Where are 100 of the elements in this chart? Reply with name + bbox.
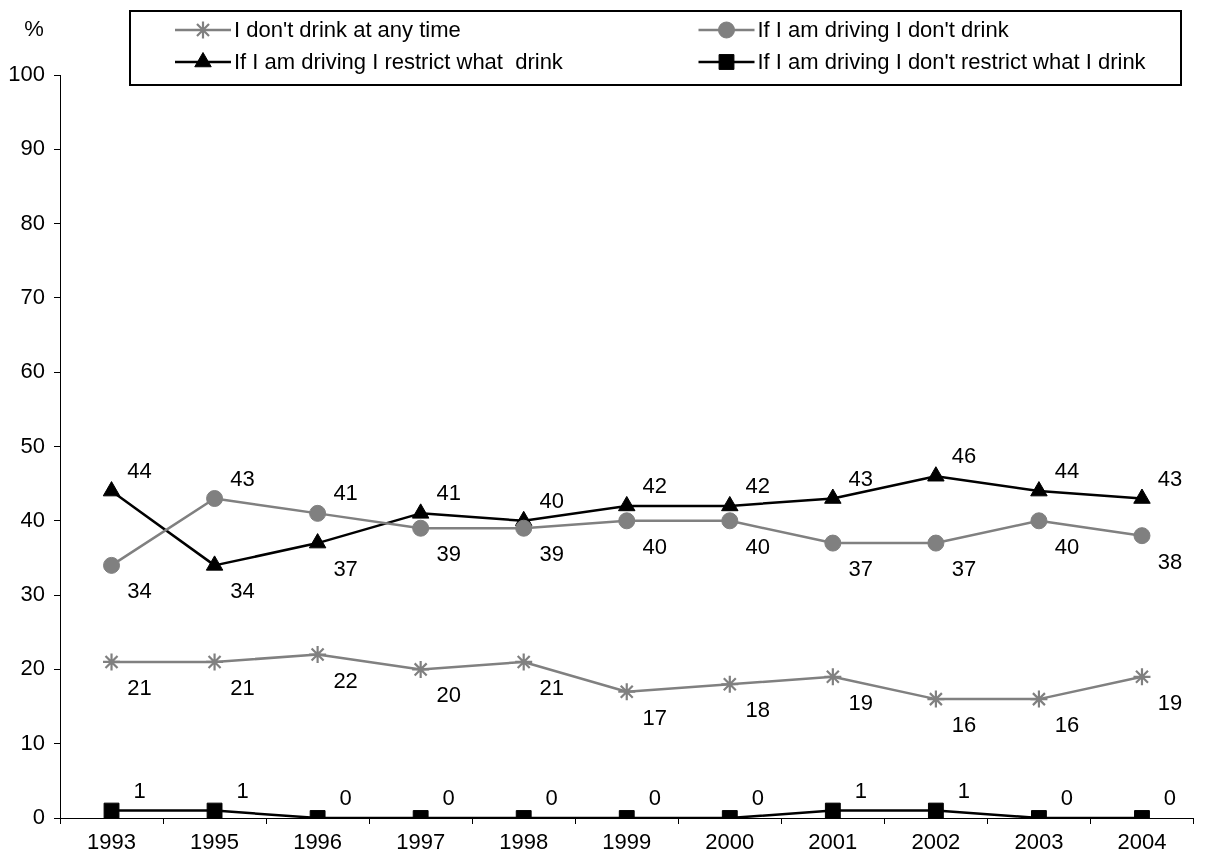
data-label: 0 <box>545 785 558 811</box>
point <box>411 659 431 679</box>
x-tick-label: 2004 <box>1117 829 1167 855</box>
point <box>1133 527 1151 545</box>
data-label: 1 <box>236 777 249 803</box>
y-tick-label: 90 <box>20 135 45 161</box>
point <box>1029 689 1049 709</box>
point <box>411 503 430 519</box>
data-label: 39 <box>539 541 564 567</box>
point <box>308 644 328 665</box>
point <box>824 534 842 552</box>
legend-label: If I am driving I don't drink <box>757 17 1010 43</box>
data-label: 34 <box>230 578 255 604</box>
point <box>1030 512 1048 530</box>
point <box>618 512 636 530</box>
data-label: 22 <box>333 667 358 693</box>
point <box>1132 667 1152 687</box>
data-label: 21 <box>539 675 564 701</box>
y-tick-label: 30 <box>20 581 45 607</box>
data-label: 0 <box>339 785 352 811</box>
data-label: 37 <box>951 556 977 582</box>
point <box>103 556 121 574</box>
data-label: 37 <box>333 556 358 582</box>
point <box>1133 488 1151 504</box>
y-tick-label: 60 <box>20 358 45 384</box>
point <box>824 488 842 504</box>
data-label: 44 <box>1054 458 1080 484</box>
data-label: 40 <box>1054 533 1080 559</box>
point <box>721 512 739 530</box>
data-label: 1 <box>854 777 867 803</box>
data-label: 40 <box>539 487 564 513</box>
data-label: 16 <box>1054 712 1080 738</box>
data-label: 41 <box>333 480 358 506</box>
x-tick-label: 1998 <box>499 829 549 855</box>
point <box>823 667 843 687</box>
legend-label: If I am driving I restrict what drink <box>234 49 564 75</box>
x-tick-label: 2001 <box>808 829 858 855</box>
y-tick-label: 50 <box>20 432 45 458</box>
data-label: 38 <box>1157 548 1183 574</box>
data-label: 17 <box>642 704 667 730</box>
data-label: 19 <box>1157 689 1183 715</box>
data-label: 0 <box>442 785 455 811</box>
data-label: 43 <box>848 465 874 491</box>
y-tick-label: 70 <box>20 283 45 309</box>
legend-label: I don't drink at any time <box>234 17 461 43</box>
data-label: 43 <box>1157 465 1183 491</box>
data-label: 44 <box>127 458 152 484</box>
data-label: 1 <box>133 777 146 803</box>
y-tick-label: 20 <box>20 655 45 681</box>
point <box>103 802 120 818</box>
x-tick-label: 2000 <box>705 829 755 855</box>
point <box>206 490 224 508</box>
data-label: 0 <box>751 785 764 811</box>
data-label: 40 <box>642 533 667 559</box>
data-label: 19 <box>848 689 874 715</box>
data-label: 1 <box>957 777 971 803</box>
point <box>309 504 327 522</box>
data-label: 46 <box>951 443 977 469</box>
data-label: 41 <box>436 480 461 506</box>
data-label: 0 <box>1163 785 1177 811</box>
point <box>720 674 740 694</box>
data-label: 42 <box>642 473 667 498</box>
point <box>617 682 637 702</box>
x-tick-label: 2003 <box>1014 829 1064 855</box>
point <box>515 519 533 537</box>
y-tick-label: 40 <box>20 506 45 532</box>
point <box>204 652 225 672</box>
point <box>205 555 224 571</box>
point <box>721 495 739 512</box>
data-label: 43 <box>230 465 255 491</box>
data-label: 16 <box>951 712 977 738</box>
data-label: 21 <box>230 675 255 701</box>
data-label: 0 <box>648 785 661 811</box>
data-label: 42 <box>745 473 771 498</box>
data-label: 0 <box>1060 785 1074 811</box>
data-label: 21 <box>127 675 152 701</box>
legend-label: If I am driving I don't restrict what I drink <box>757 49 1147 75</box>
data-label: 20 <box>436 682 461 708</box>
point <box>927 466 945 482</box>
x-tick-label: 2002 <box>911 829 961 855</box>
y-tick-label: 10 <box>20 729 45 755</box>
x-tick-label: 1996 <box>293 829 343 855</box>
point <box>101 652 122 672</box>
point <box>927 534 945 552</box>
point <box>618 495 636 512</box>
y-tick-label: 0 <box>32 804 45 830</box>
data-label: 18 <box>745 697 771 723</box>
x-tick-label: 1999 <box>602 829 652 855</box>
point <box>926 689 946 709</box>
point <box>824 802 841 818</box>
point <box>308 533 327 549</box>
x-tick-label: 1997 <box>396 829 446 855</box>
point <box>1030 481 1048 497</box>
point <box>206 802 223 818</box>
data-label: 39 <box>436 541 461 567</box>
point <box>102 481 121 497</box>
x-tick-label: 1995 <box>190 829 240 855</box>
x-tick-label: 1993 <box>87 829 136 855</box>
y-tick-label: 100 <box>8 61 45 87</box>
y-axis-title: % <box>24 16 44 42</box>
